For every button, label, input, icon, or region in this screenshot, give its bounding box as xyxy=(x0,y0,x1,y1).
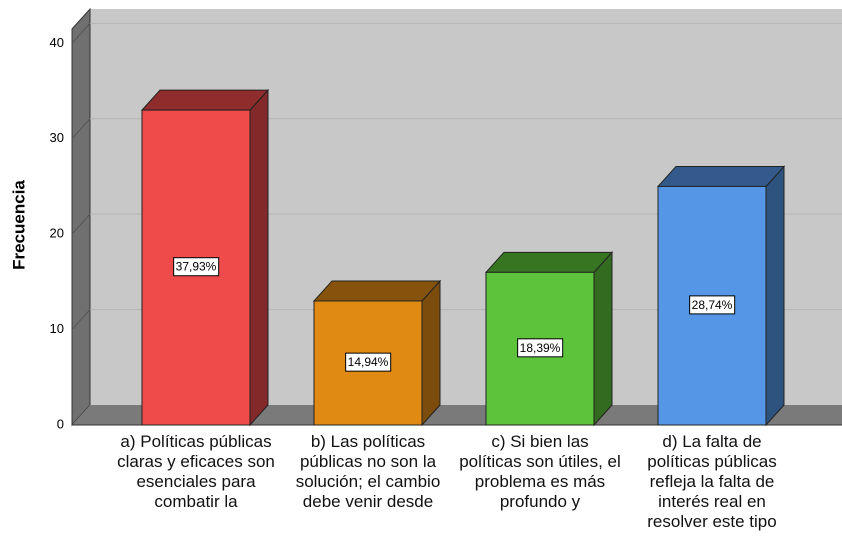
bar-side xyxy=(593,251,613,427)
y-tick-label: 30 xyxy=(50,130,64,145)
bar-top xyxy=(484,251,614,273)
grid-line-side xyxy=(71,118,91,140)
bar-side xyxy=(421,279,441,427)
bar-side xyxy=(249,88,269,427)
data-label: 14,94% xyxy=(348,355,389,369)
x-tick-label: a) Políticas públicas claras y eficaces … xyxy=(117,432,275,511)
data-label-box xyxy=(345,352,392,372)
left-wall xyxy=(71,7,91,427)
data-label-box xyxy=(173,257,220,277)
x-tick-label: c) Si bien las políticas son útiles, el … xyxy=(459,432,621,511)
x-tick-label: d) La falta de políticas públicas reflej… xyxy=(647,432,777,531)
y-tick-label: 40 xyxy=(50,35,64,50)
bar-top xyxy=(140,89,270,111)
bar-top xyxy=(656,165,786,187)
data-label: 37,93% xyxy=(176,260,217,274)
grid-line-side xyxy=(71,213,91,235)
data-label-box xyxy=(517,338,564,358)
y-tick-label: 20 xyxy=(50,226,64,241)
x-tick-label: b) Las políticas públicas no son la solu… xyxy=(295,432,441,511)
bar-side xyxy=(765,165,785,427)
data-label: 28,74% xyxy=(692,298,733,312)
data-label-box xyxy=(689,295,736,315)
floor xyxy=(72,405,842,425)
y-axis-title: Frecuencia xyxy=(9,180,28,270)
y-tick-label: 10 xyxy=(50,321,64,336)
grid-line-side xyxy=(71,22,91,44)
bar-top xyxy=(312,280,442,302)
data-label: 18,39% xyxy=(520,341,561,355)
y-tick-label: 0 xyxy=(57,416,64,431)
grid-line-side xyxy=(71,309,91,330)
